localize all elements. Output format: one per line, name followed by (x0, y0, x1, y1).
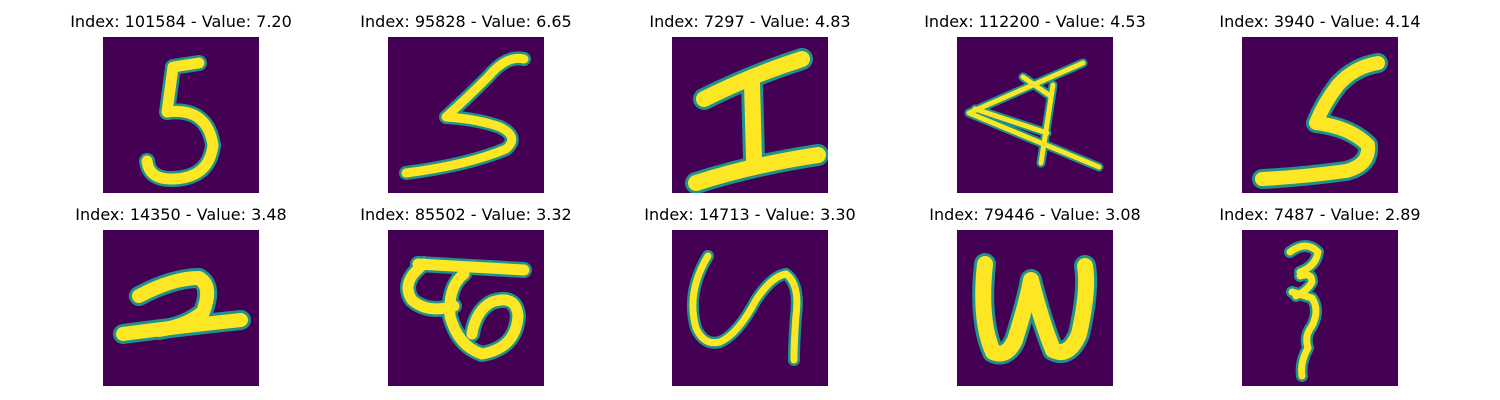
panel-title: Index: 112200 - Value: 4.53 (924, 12, 1146, 31)
digit-image-5 (388, 37, 544, 193)
panel-title: Index: 85502 - Value: 3.32 (360, 205, 572, 224)
panel-title: Index: 101584 - Value: 7.20 (70, 12, 292, 31)
panel-title: Index: 95828 - Value: 6.65 (360, 12, 572, 31)
panel-title: Index: 14713 - Value: 3.30 (644, 205, 856, 224)
panel-title: Index: 79446 - Value: 3.08 (929, 205, 1141, 224)
letter-image-a (957, 37, 1113, 193)
digit-image-2 (103, 230, 259, 386)
letter-image-w (957, 230, 1113, 386)
panel-title: Index: 7297 - Value: 4.83 (649, 12, 851, 31)
digit-image-3 (1242, 230, 1398, 386)
letter-image-s (672, 230, 828, 386)
letter-image-i (672, 37, 828, 193)
digit-image-5 (1242, 37, 1398, 193)
panel-title: Index: 14350 - Value: 3.48 (75, 205, 287, 224)
panel-title: Index: 3940 - Value: 4.14 (1219, 12, 1421, 31)
digit-image-5 (103, 37, 259, 193)
loop-shape-image (388, 230, 544, 386)
panel-title: Index: 7487 - Value: 2.89 (1219, 205, 1421, 224)
